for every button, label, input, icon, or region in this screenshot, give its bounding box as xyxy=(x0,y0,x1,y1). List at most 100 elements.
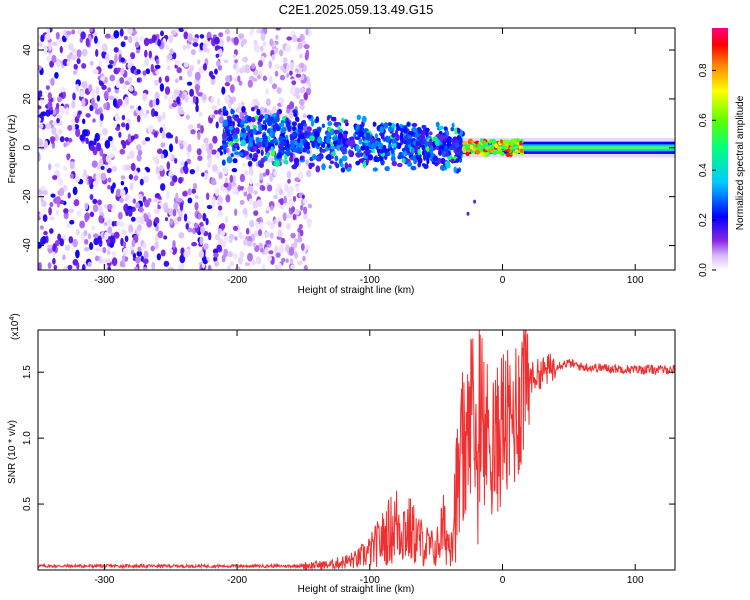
spectrogram-cell xyxy=(128,56,132,65)
spectrogram-cell xyxy=(290,232,296,239)
spectrogram-cell xyxy=(350,139,356,147)
spectrogram-cell xyxy=(107,250,111,255)
spectrogram-cell xyxy=(270,146,274,151)
spectrogram-cell xyxy=(143,175,149,183)
spectrogram-cell xyxy=(93,233,99,239)
spectrogram-cell xyxy=(276,87,282,94)
spectrogram-cell xyxy=(492,150,497,156)
spectrogram-cell xyxy=(174,78,179,84)
spectrogram-cell xyxy=(147,198,152,203)
spectrogram-cell xyxy=(287,125,292,132)
spectrogram-cell xyxy=(189,88,195,97)
spectrogram-cell xyxy=(237,102,243,107)
spectrogram-cell xyxy=(153,111,159,117)
spectrogram-cell xyxy=(89,60,94,66)
spectrogram-cell xyxy=(43,230,48,236)
spectrogram-cell xyxy=(286,170,292,179)
spectrogram-cell xyxy=(203,172,209,181)
spectrogram-cell xyxy=(242,208,248,215)
spectrogram-cell xyxy=(223,234,228,243)
spectrogram-cell xyxy=(157,204,161,210)
spectrogram-cell xyxy=(321,123,326,128)
spectrogram-cell xyxy=(90,225,96,231)
spectrogram-cell xyxy=(236,145,240,151)
spectrogram-cell xyxy=(187,143,192,153)
spectrogram-cell xyxy=(175,192,179,202)
spectrogram-cell xyxy=(205,192,210,201)
spectrogram-cell xyxy=(57,96,62,103)
spectrogram-cell xyxy=(38,117,42,123)
spectrogram-cell xyxy=(368,154,374,161)
spectrogram-cell xyxy=(265,206,271,211)
spectrogram-cell xyxy=(294,251,299,259)
spectrogram-cell xyxy=(271,54,276,61)
spectrogram-cell xyxy=(130,52,136,60)
spectrogram-cell xyxy=(87,261,92,268)
spectrogram-cell xyxy=(73,63,78,70)
spectrogram-cell xyxy=(151,34,157,43)
spectrogram-cell xyxy=(152,155,159,163)
spectrogram-cell xyxy=(240,41,244,48)
spectrogram-cell xyxy=(174,59,181,66)
spectrogram-cell xyxy=(434,161,439,167)
spectrogram-cell xyxy=(200,225,206,234)
spectrogram-cell xyxy=(333,129,340,135)
spectrogram-cell xyxy=(254,182,260,187)
spectrogram-cell xyxy=(280,237,286,244)
spectrogram-cell xyxy=(207,264,212,270)
spectrogram-cell xyxy=(79,220,85,229)
spectrogram-cell xyxy=(143,250,149,259)
spectrogram-cell xyxy=(270,139,276,144)
spectrogram-cell xyxy=(240,127,246,135)
spectrogram-cell xyxy=(174,157,178,164)
spectrogram-cell xyxy=(94,109,101,115)
spectrogram-cell xyxy=(168,152,173,161)
spectrogram-cell xyxy=(253,153,259,159)
spectrogram-cell xyxy=(196,123,201,129)
spectrogram-cell xyxy=(144,137,151,142)
spectrogram-cell xyxy=(153,131,158,138)
spectrogram-cell xyxy=(391,132,396,138)
spectrogram-cell xyxy=(96,142,102,152)
spectrogram-cell xyxy=(110,140,115,148)
spectrogram-cell xyxy=(197,213,202,220)
spectrogram-cell xyxy=(391,160,398,167)
spectrogram-heatmap xyxy=(38,28,675,270)
spectrogram-cell xyxy=(289,258,294,264)
spectrogram-cell xyxy=(132,198,137,204)
colorbar-tick-label: 0.0 xyxy=(698,263,709,277)
snr-y-tick-label: 1.0 xyxy=(22,431,33,445)
spectrogram-cell xyxy=(50,77,55,87)
spectrogram-cell xyxy=(127,28,133,35)
spectrogram-cell xyxy=(214,187,220,197)
spectrogram-cell xyxy=(65,107,70,116)
spectrogram-cell xyxy=(216,244,222,252)
spectrogram-cell xyxy=(226,156,233,164)
spectrogram-cell xyxy=(84,238,89,245)
spectrogram-cell xyxy=(52,257,56,265)
spectrogram-cell xyxy=(228,233,235,240)
spectrogram-cell xyxy=(157,115,162,123)
spectrogram-y-tick-label: 20 xyxy=(22,93,33,105)
spectrogram-cell xyxy=(38,139,44,148)
spectrogram-cell xyxy=(227,265,231,270)
spectrogram-cell xyxy=(467,148,471,153)
spectrogram-cell xyxy=(197,131,201,141)
snr-x-label: Height of straight line (km) xyxy=(298,584,415,595)
spectrogram-cell xyxy=(458,149,463,157)
spectrogram-cell xyxy=(68,236,74,244)
spectrogram-cell xyxy=(182,165,187,172)
spectrogram-cell xyxy=(478,145,482,150)
spectrogram-cell xyxy=(191,241,198,247)
spectrogram-cell xyxy=(251,107,255,112)
spectrogram-cell xyxy=(64,137,70,142)
spectrogram-cell xyxy=(253,230,258,238)
spectrogram-cell xyxy=(402,127,408,134)
spectrogram-cell xyxy=(262,75,268,82)
spectrogram-cell xyxy=(214,233,221,241)
spectrogram-cell xyxy=(464,144,470,149)
spectrogram-cell xyxy=(245,227,250,235)
spectrogram-cell xyxy=(54,72,59,79)
spectrogram-cell xyxy=(234,236,238,241)
spectrogram-cell xyxy=(121,255,126,264)
